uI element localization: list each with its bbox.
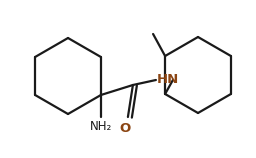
Text: HN: HN [157,73,179,85]
Text: O: O [119,122,131,135]
Text: NH₂: NH₂ [90,120,112,133]
